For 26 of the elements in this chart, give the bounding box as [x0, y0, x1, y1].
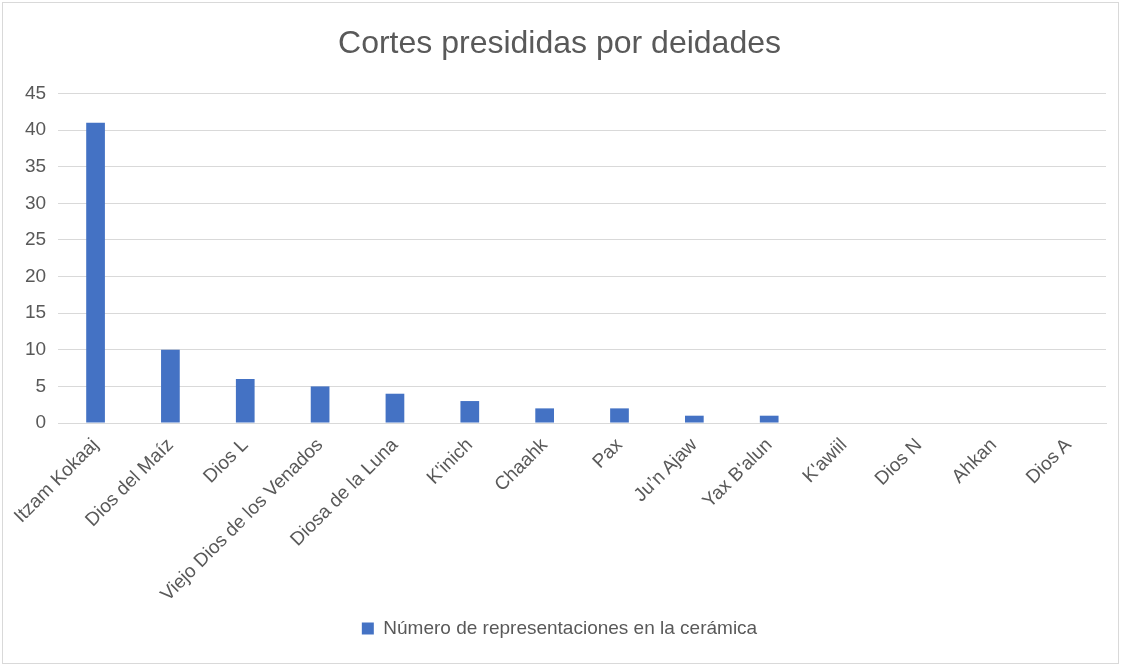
- x-tick-label: Dios N: [870, 433, 926, 489]
- bar: [460, 401, 480, 423]
- y-tick-label: 45: [24, 81, 47, 103]
- bar: [86, 122, 105, 423]
- y-tick-label: 5: [35, 374, 47, 396]
- y-tick-label: 0: [35, 411, 47, 433]
- y-tick-label: 30: [24, 191, 47, 213]
- y-tick-label: 25: [24, 228, 47, 250]
- bar: [310, 386, 330, 423]
- y-tick-label: 15: [24, 301, 47, 323]
- legend-label: Número de representaciones en la cerámica: [383, 616, 758, 638]
- y-tick-label: 35: [24, 154, 47, 176]
- y-tick-label: 20: [24, 264, 47, 286]
- x-tick-label: Pax: [588, 433, 627, 472]
- bar: [684, 415, 704, 423]
- chart-title: Cortes presididas por deidades: [338, 24, 781, 61]
- y-tick-label: 10: [24, 338, 47, 360]
- bar: [385, 393, 405, 423]
- bar: [161, 349, 180, 423]
- bar: [235, 379, 255, 423]
- bar: [610, 408, 629, 423]
- x-tick-label: Dios L: [198, 433, 252, 487]
- y-tick-label: 40: [24, 118, 47, 140]
- bar: [759, 415, 779, 423]
- bar: [535, 408, 554, 423]
- x-tick-label: Dios A: [1021, 433, 1076, 488]
